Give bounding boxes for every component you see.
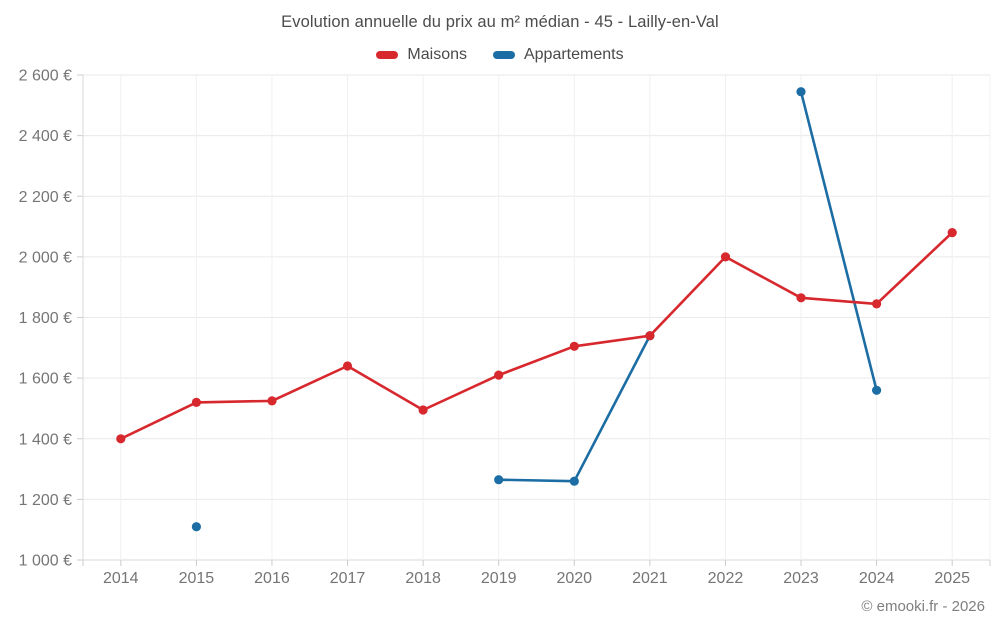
data-point-maisons-2025[interactable] [947, 228, 957, 238]
data-point-appartements-2023[interactable] [796, 87, 806, 97]
data-point-maisons-2016[interactable] [267, 396, 277, 406]
y-axis-tick-label: 1 000 € [19, 553, 72, 570]
series-line-appartements [497, 90, 878, 483]
data-point-maisons-2019[interactable] [494, 370, 504, 380]
data-point-maisons-2018[interactable] [418, 405, 428, 415]
legend-item-appartements[interactable]: Appartements [492, 46, 624, 64]
x-axis-tick-label: 2017 [330, 570, 366, 587]
data-point-maisons-2024[interactable] [872, 299, 882, 309]
y-axis-tick-label: 1 800 € [19, 310, 72, 327]
x-axis-tick-label: 2023 [783, 570, 819, 587]
series-line-maisons [119, 231, 954, 441]
data-point-maisons-2020[interactable] [569, 341, 579, 351]
x-axis-tick-label: 2024 [859, 570, 895, 587]
legend-label-maisons: Maisons [407, 46, 467, 63]
x-axis-tick-label: 2018 [405, 570, 441, 587]
y-axis-tick-label: 2 400 € [19, 128, 72, 145]
legend-label-appartements: Appartements [523, 46, 624, 63]
data-point-appartements-2024[interactable] [872, 385, 882, 395]
x-axis-tick-label: 2021 [632, 570, 668, 587]
data-point-maisons-2017[interactable] [342, 361, 353, 371]
copyright-text: © emooki.fr - 2026 [861, 598, 985, 615]
x-axis-tick-label: 2022 [708, 570, 744, 587]
x-axis-tick-label: 2025 [934, 570, 970, 587]
chart-title: Evolution annuelle du prix au m² médian … [281, 13, 719, 31]
chart-legend: Maisons Appartements [0, 44, 1000, 66]
data-point-appartements-2015[interactable] [191, 522, 201, 532]
y-axis-tick-label: 1 200 € [19, 492, 72, 509]
data-point-appartements-2019[interactable] [494, 475, 504, 485]
data-point-maisons-2022[interactable] [720, 252, 731, 262]
x-axis-tick-label: 2016 [254, 570, 290, 587]
data-point-maisons-2021[interactable] [645, 331, 655, 341]
appartements-series-swatch-icon [492, 51, 515, 59]
y-axis-tick-label: 2 600 € [19, 68, 72, 85]
data-point-appartements-2020[interactable] [569, 476, 579, 486]
maisons-series-swatch-icon [376, 51, 399, 59]
legend-item-maisons[interactable]: Maisons [376, 46, 467, 64]
x-axis-tick-label: 2014 [103, 570, 139, 587]
data-point-maisons-2014[interactable] [116, 434, 126, 444]
y-axis-tick-label: 2 000 € [19, 249, 72, 266]
y-axis-tick-label: 1 400 € [19, 431, 72, 448]
data-point-maisons-2023[interactable] [796, 293, 806, 303]
y-axis-tick-label: 1 600 € [19, 371, 72, 388]
x-axis-tick-label: 2020 [556, 570, 592, 587]
data-point-maisons-2015[interactable] [191, 397, 201, 407]
y-axis-tick-label: 2 200 € [19, 189, 72, 206]
x-axis-tick-label: 2019 [481, 570, 517, 587]
x-axis-tick-label: 2015 [179, 570, 215, 587]
